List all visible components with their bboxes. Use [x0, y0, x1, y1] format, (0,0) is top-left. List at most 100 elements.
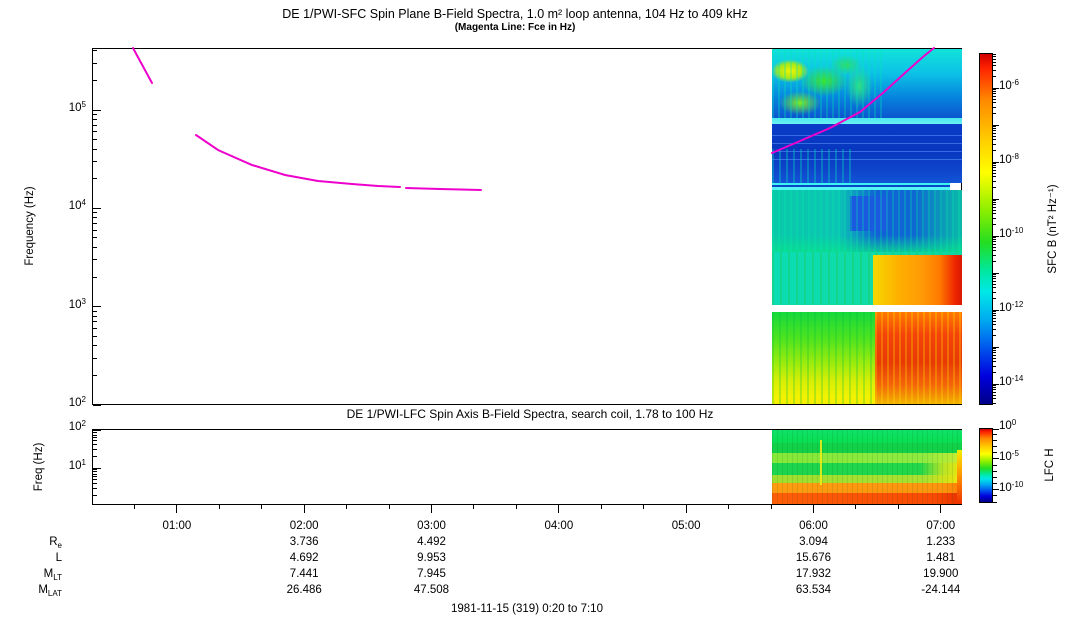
freq-tick-label: 102 — [68, 419, 86, 434]
ephemeris-value: 47.508 — [413, 584, 450, 596]
lfc-colorbar-label: LFC H — [1044, 448, 1056, 482]
freq-minor-tick — [93, 229, 97, 231]
cbar-minor-tick — [993, 354, 996, 356]
lfc-spectrogram-layer — [772, 430, 962, 504]
cbar-minor-tick — [993, 180, 996, 182]
magenta-line-note: (Magenta Line: Fce in Hz) — [454, 22, 576, 33]
time-minor-tick — [515, 505, 517, 509]
time-tick-label: 06:00 — [799, 520, 828, 532]
cbar-minor-tick — [993, 237, 996, 239]
cbar-minor-tick — [993, 167, 996, 169]
lfc-plot-area — [92, 429, 962, 505]
freq-minor-tick — [93, 327, 97, 329]
cbar-minor-tick — [993, 439, 997, 441]
freq-minor-tick — [93, 237, 97, 239]
time-tick-label: 02:00 — [289, 520, 319, 532]
cbar-minor-tick — [993, 470, 997, 472]
cbar-tick — [993, 309, 999, 311]
ephemeris-value: 4.692 — [289, 552, 319, 564]
freq-tick-label: 105 — [68, 100, 86, 115]
ephemeris-value: 7.945 — [417, 568, 446, 580]
freq-minor-tick — [93, 374, 97, 376]
cbar-tick-label: 100 — [999, 418, 1017, 433]
time-minor-tick — [643, 505, 645, 509]
cbar-minor-tick — [993, 315, 996, 317]
time-major-tick — [812, 505, 814, 513]
freq-minor-tick — [93, 437, 97, 439]
cbar-minor-tick — [993, 357, 996, 359]
cbar-minor-tick — [993, 98, 996, 100]
cbar-minor-tick — [993, 113, 996, 115]
cbar-minor-tick — [993, 324, 996, 326]
cbar-minor-tick — [993, 93, 996, 95]
sfc-panel-title: DE 1/PWI-SFC Spin Plane B-Field Spectra,… — [282, 7, 748, 21]
freq-tick-label: 101 — [68, 458, 86, 473]
cbar-minor-tick — [993, 213, 996, 215]
freq-minor-tick — [93, 139, 97, 141]
time-tick-label: 01:00 — [162, 520, 192, 532]
freq-major-tick — [93, 404, 101, 406]
cbar-minor-tick — [993, 446, 997, 447]
freq-minor-tick — [93, 335, 97, 337]
time-major-tick — [176, 505, 178, 513]
sfc-spectrogram — [772, 49, 962, 404]
time-tick-label: 05:00 — [671, 520, 701, 532]
lfc-spectrogram-layer — [772, 453, 962, 463]
freq-minor-tick — [93, 119, 97, 121]
freq-minor-tick — [93, 212, 97, 214]
time-minor-tick — [897, 505, 899, 509]
sfc-colorbar — [979, 53, 993, 405]
freq-minor-tick — [93, 217, 97, 219]
ephemeris-value: 1.481 — [926, 552, 956, 564]
freq-minor-tick — [93, 487, 97, 489]
cbar-minor-tick — [993, 311, 996, 313]
lfc-spectrogram-layer — [957, 450, 962, 504]
cbar-minor-tick — [993, 69, 996, 71]
cbar-minor-tick — [993, 394, 996, 396]
cbar-minor-tick — [993, 143, 996, 145]
cbar-minor-tick — [993, 389, 996, 391]
cbar-minor-tick — [993, 348, 996, 350]
cbar-tick — [993, 383, 999, 385]
cbar-minor-tick — [993, 126, 996, 128]
sfc-plot-area — [92, 48, 962, 405]
freq-minor-tick — [93, 471, 97, 473]
cbar-minor-tick — [993, 398, 996, 400]
sfc-spectrogram-layer — [772, 312, 875, 404]
ephemeris-value: 26.486 — [286, 584, 322, 596]
cbar-tick — [993, 428, 999, 430]
freq-minor-tick — [93, 469, 97, 471]
cbar-minor-tick — [993, 495, 997, 497]
cbar-tick — [993, 161, 999, 163]
freq-minor-tick — [93, 310, 97, 312]
cbar-tick-label: 10-8 — [999, 152, 1019, 167]
freq-minor-tick — [93, 178, 97, 180]
ephemeris-row-label: MLT — [43, 568, 62, 582]
time-minor-tick — [600, 505, 602, 509]
sfc-spectrogram-layer — [873, 255, 962, 305]
cbar-minor-tick — [993, 204, 996, 206]
cbar-minor-tick — [993, 139, 996, 141]
time-minor-tick — [218, 505, 220, 509]
freq-minor-tick — [93, 434, 97, 436]
time-tick-label: 07:00 — [926, 520, 956, 532]
ephemeris-value: 3.094 — [799, 536, 828, 548]
freq-minor-tick — [93, 246, 97, 248]
freq-minor-tick — [93, 160, 97, 162]
cbar-minor-tick — [993, 209, 996, 211]
cbar-minor-tick — [993, 246, 996, 248]
cbar-minor-tick — [993, 452, 997, 454]
cbar-minor-tick — [993, 372, 996, 374]
ephemeris-value: 4.492 — [417, 536, 446, 548]
cbar-minor-tick — [993, 243, 996, 245]
cbar-minor-tick — [993, 328, 996, 330]
cbar-minor-tick — [993, 476, 997, 478]
ephemeris-value: 63.534 — [795, 584, 832, 596]
sfc-spectrogram-layer — [772, 183, 950, 190]
sfc-y-axis-label: Frequency (Hz) — [24, 186, 36, 266]
ephemeris-value: 7.441 — [289, 568, 319, 580]
cbar-minor-tick — [993, 261, 996, 263]
freq-minor-tick — [93, 223, 97, 225]
freq-minor-tick — [93, 124, 97, 126]
cbar-minor-tick — [993, 202, 996, 204]
